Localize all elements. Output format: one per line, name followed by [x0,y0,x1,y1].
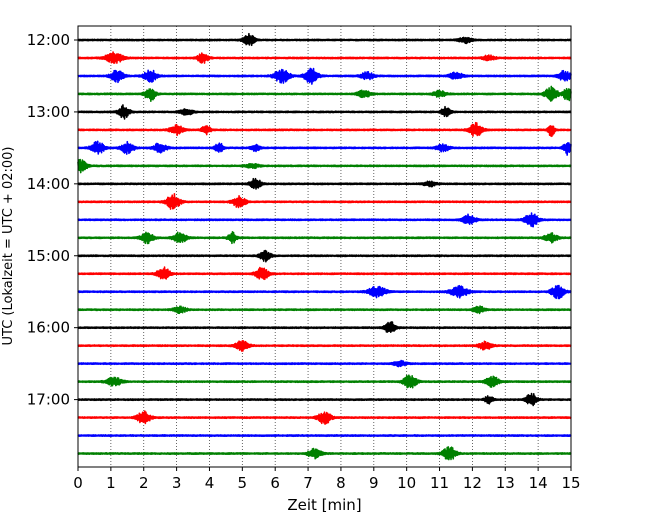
x-tick-label: 7 [303,474,313,492]
seismic-traces [77,32,572,461]
axes: 0 1 2 3 4 5 6 7 8 9 10 11 12 13 14 1512:0013:0014:0015:… [27,31,581,492]
y-tick-label: 12:00 [27,31,70,49]
trace-row [77,212,572,228]
trace-row [77,104,572,120]
trace-row [77,339,572,352]
y-axis-label: UTC (Lokalzeit = UTC + 02:00) [1,147,16,346]
x-tick-label: 3 [172,474,182,492]
y-tick-label: 15:00 [27,247,70,265]
trace-row [77,158,572,174]
x-tick-label: 11 [430,474,449,492]
x-tick-label: 8 [336,474,346,492]
x-tick-label: 0 [73,474,83,492]
y-tick-label: 17:00 [27,391,70,409]
x-tick-label: 10 [397,474,416,492]
y-tick-label: 16:00 [27,319,70,337]
trace-row [77,67,572,85]
trace-row [77,140,572,156]
trace-row [77,359,572,368]
trace-row [77,321,572,334]
x-tick-label: 6 [270,474,280,492]
trace-row [77,32,572,47]
trace-row [77,446,572,461]
y-tick-label: 13:00 [27,103,70,121]
x-tick-label: 12 [463,474,482,492]
trace-row [77,392,572,407]
y-tick-label: 14:00 [27,175,70,193]
trace-row [77,230,572,245]
x-tick-label: 1 [106,474,116,492]
trace-row [77,284,572,300]
plot-frame [77,25,572,468]
trace-row [77,374,572,389]
trace-row [77,266,572,281]
x-tick-label: 5 [238,474,248,492]
x-tick-label: 13 [496,474,515,492]
trace-row [77,434,572,438]
trace-row [77,121,572,138]
trace-row [77,410,572,425]
trace-row [77,192,572,210]
x-tick-label: 9 [369,474,379,492]
x-tick-label: 4 [205,474,215,492]
x-tick-label: 15 [561,474,580,492]
trace-row [77,51,572,64]
x-tick-label: 14 [529,474,548,492]
x-tick-label: 2 [139,474,149,492]
trace-row [77,249,572,263]
trace-row [77,85,572,102]
trace-row [77,305,572,315]
trace-row [77,177,572,190]
x-axis-label: Zeit [min] [287,496,361,514]
